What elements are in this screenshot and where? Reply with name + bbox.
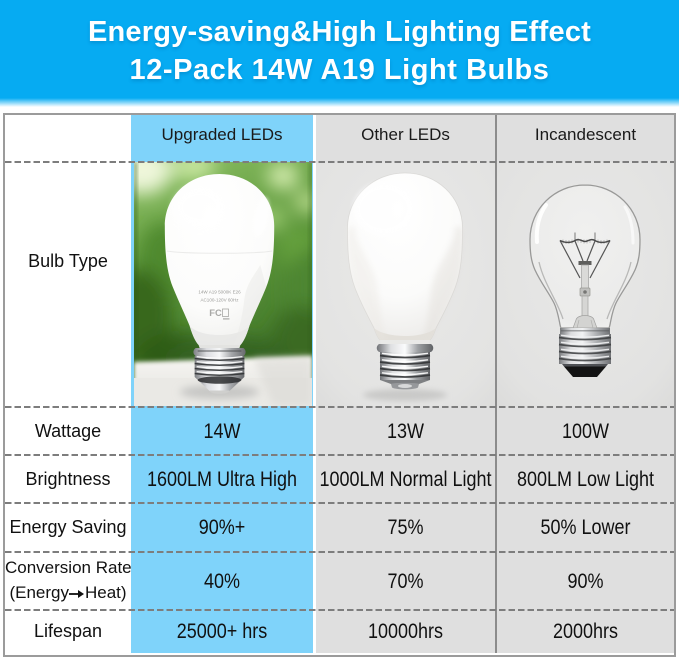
svg-text:AC100-120V 60Hz: AC100-120V 60Hz xyxy=(200,297,239,302)
svg-text:FC: FC xyxy=(209,308,222,319)
svg-text:14W A19 5000K E26: 14W A19 5000K E26 xyxy=(198,289,241,294)
